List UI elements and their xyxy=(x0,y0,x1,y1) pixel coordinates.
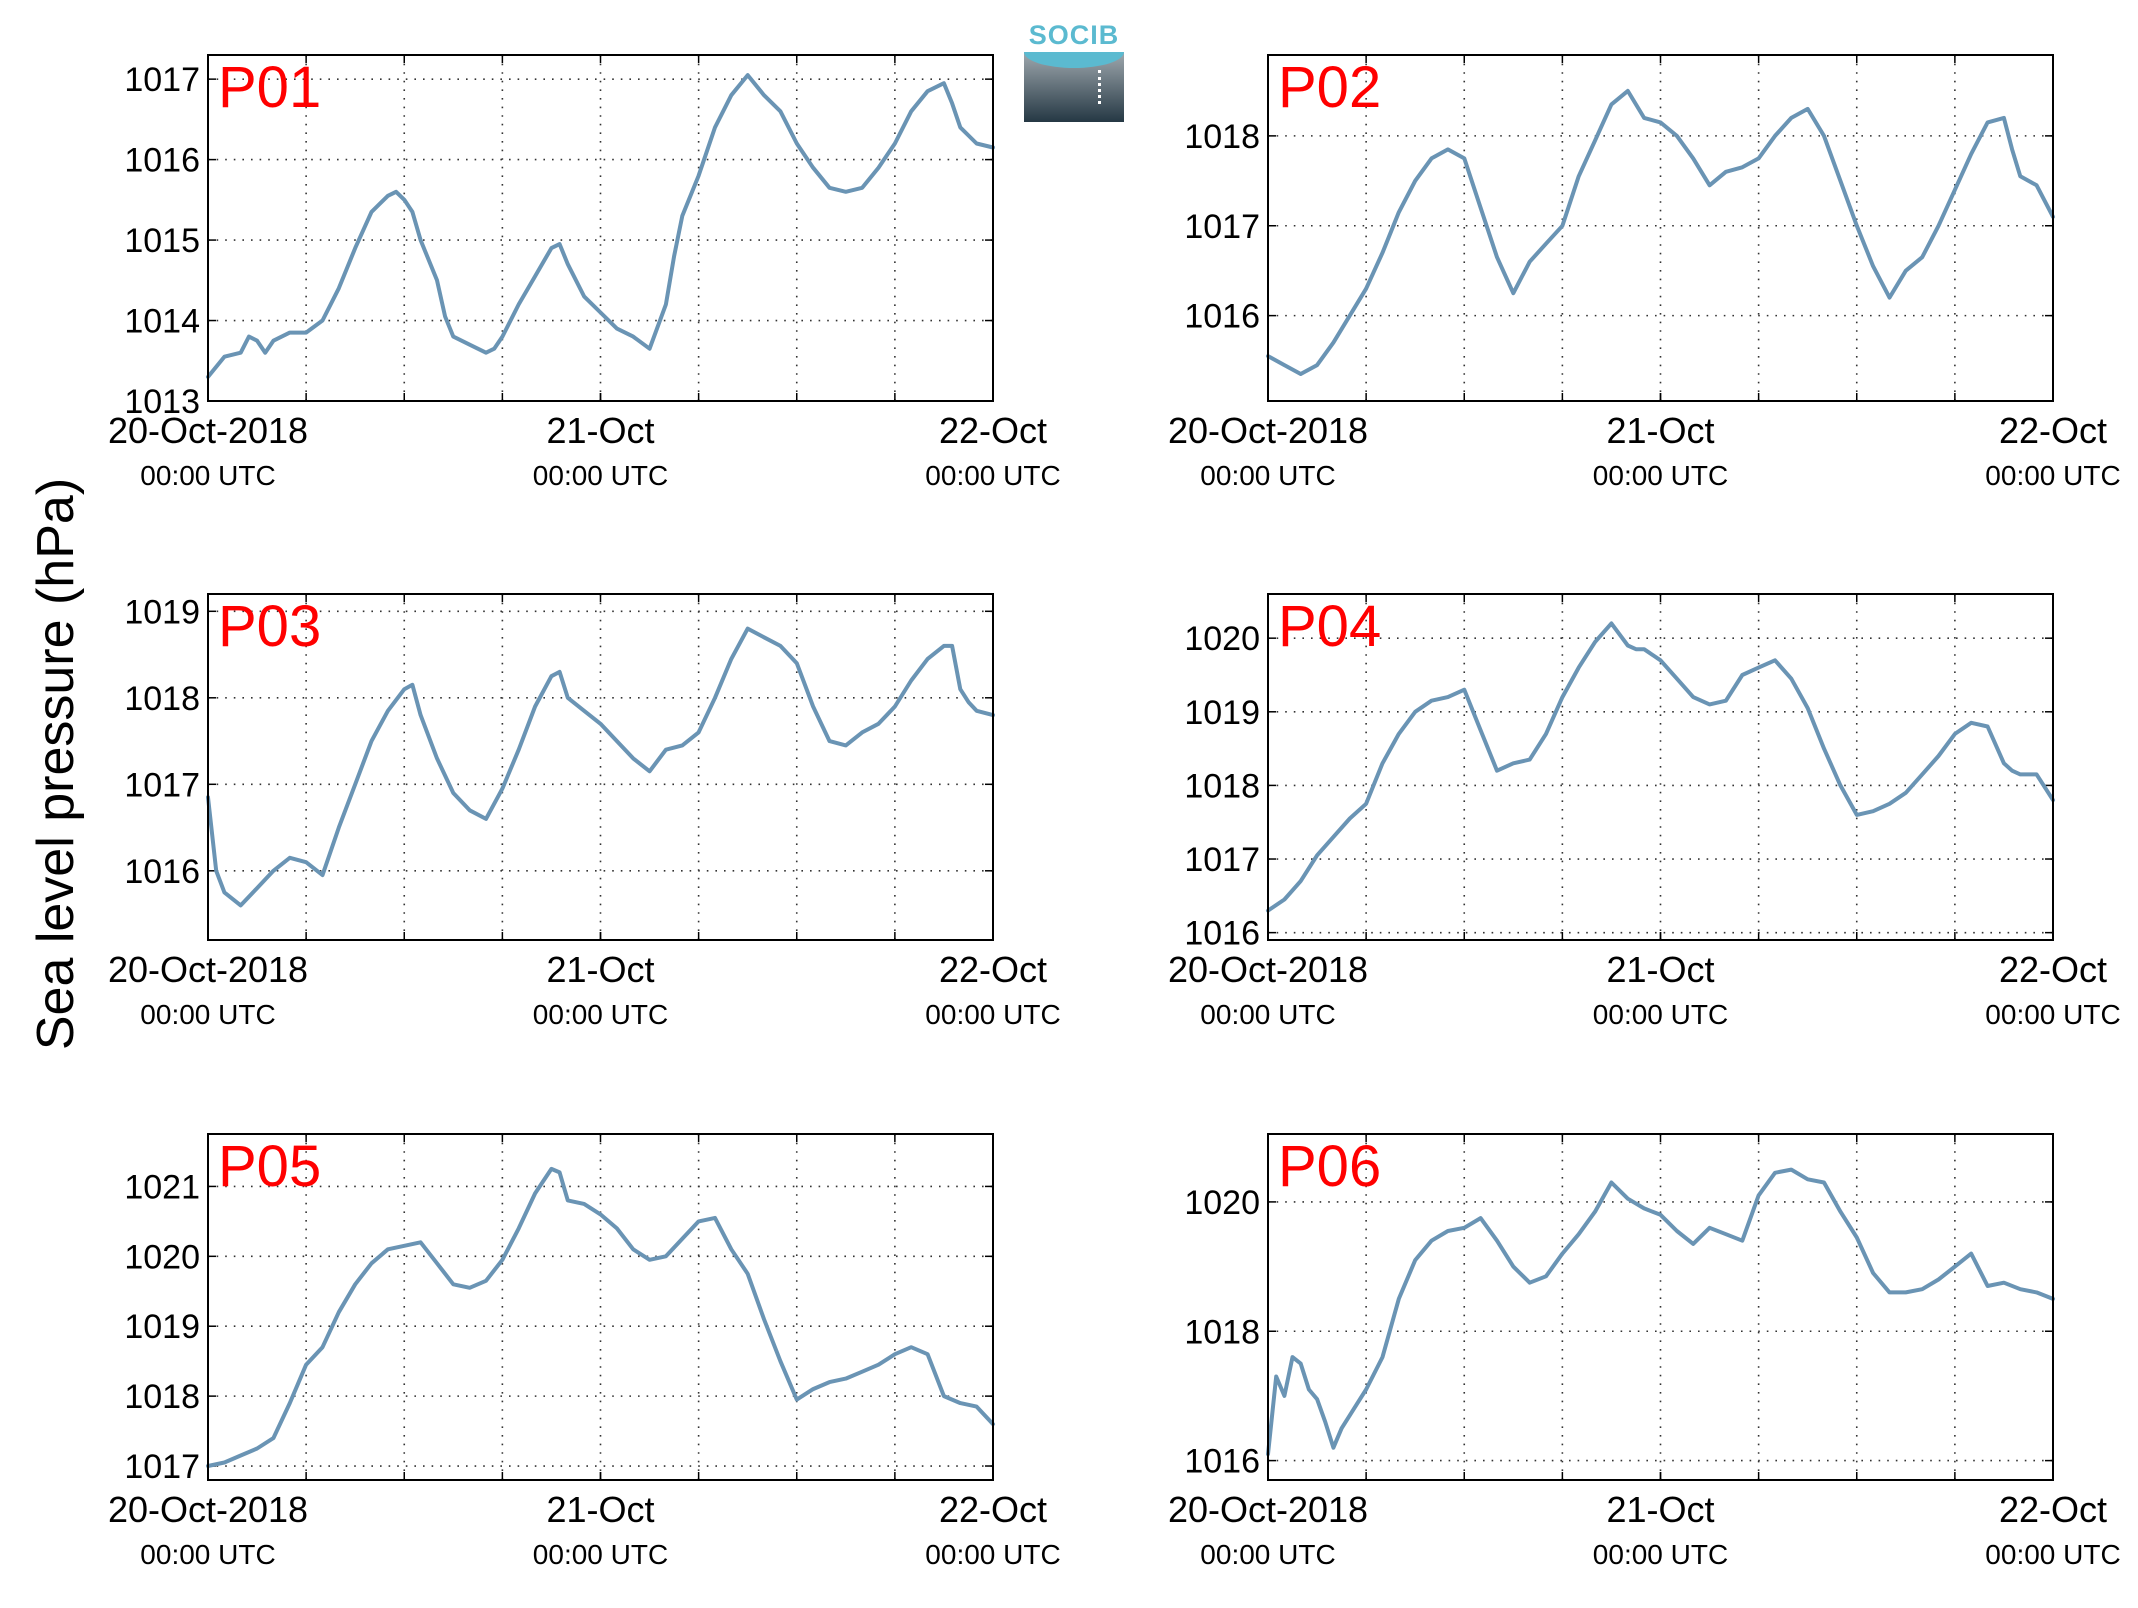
panel-label: P02 xyxy=(1278,55,1381,120)
panel-label: P01 xyxy=(218,55,321,120)
y-tick-label: 1014 xyxy=(124,303,200,341)
series-line xyxy=(1266,621,2055,913)
y-tick-label: 1020 xyxy=(1184,620,1260,658)
x-tick-label-time: 00:00 UTC xyxy=(1985,460,2120,491)
socib-logo: SOCIB xyxy=(1024,18,1124,122)
x-tick-label-date: 21-Oct xyxy=(1606,410,1714,451)
x-tick-label-time: 00:00 UTC xyxy=(1985,1539,2120,1570)
panel-p03: 1016 1017 1018 1019 20-Oct-2018 00:00 UTC 21-O… xyxy=(108,593,1061,1030)
x-tick-label-date: 20-Oct-2018 xyxy=(108,949,308,990)
x-tick-label-time: 00:00 UTC xyxy=(140,999,275,1030)
logo-mast xyxy=(1098,70,1101,104)
panel-p05: 1017 1018 1019 1020 1021 20-Oct-2018 00:00 UTC… xyxy=(108,1133,1061,1570)
x-tick-label-date: 21-Oct xyxy=(546,949,654,990)
logo-wave xyxy=(1024,52,1124,68)
panel-label: P04 xyxy=(1278,594,1381,659)
x-tick-label-date: 22-Oct xyxy=(939,1489,1047,1530)
y-tick-label: 1016 xyxy=(124,853,200,891)
x-tick-label-time: 00:00 UTC xyxy=(925,460,1060,491)
x-tick-label-time: 00:00 UTC xyxy=(140,1539,275,1570)
y-tick-label: 1018 xyxy=(1184,1313,1260,1351)
x-tick-label-time: 00:00 UTC xyxy=(925,1539,1060,1570)
y-tick-label: 1015 xyxy=(124,222,200,260)
x-tick-label-time: 00:00 UTC xyxy=(925,999,1060,1030)
y-tick-label: 1019 xyxy=(124,1308,200,1346)
x-tick-label-date: 22-Oct xyxy=(939,949,1047,990)
x-tick-label-time: 00:00 UTC xyxy=(1200,1539,1335,1570)
series-line xyxy=(206,626,995,908)
x-tick-label-date: 21-Oct xyxy=(546,410,654,451)
x-tick-label-date: 21-Oct xyxy=(1606,1489,1714,1530)
panel-p06: 1016 1018 1020 20-Oct-2018 00:00 UTC 21-Oct 00… xyxy=(1168,1133,2121,1570)
y-tick-label: 1017 xyxy=(1184,841,1260,879)
y-tick-label: 1016 xyxy=(1184,298,1260,336)
y-tick-label: 1021 xyxy=(124,1168,200,1206)
y-tick-label: 1020 xyxy=(124,1238,200,1276)
y-tick-label: 1016 xyxy=(124,142,200,180)
series-line xyxy=(1266,1167,2055,1457)
x-tick-label-time: 00:00 UTC xyxy=(533,460,668,491)
x-tick-label-date: 22-Oct xyxy=(1999,410,2107,451)
panel-p04: 1016 1017 1018 1019 1020 20-Oct-2018 00:00 UTC… xyxy=(1168,593,2121,1030)
panel-label: P05 xyxy=(218,1134,321,1199)
y-tick-label: 1019 xyxy=(124,593,200,631)
y-tick-label: 1018 xyxy=(1184,118,1260,156)
x-tick-label-date: 22-Oct xyxy=(939,410,1047,451)
panel-label: P03 xyxy=(218,594,321,659)
y-axis-label: Sea level pressure (hPa) xyxy=(27,477,85,1051)
x-tick-label-date: 20-Oct-2018 xyxy=(1168,1489,1368,1530)
y-tick-label: 1018 xyxy=(124,680,200,718)
series-line xyxy=(1266,88,2055,376)
x-tick-label-time: 00:00 UTC xyxy=(1593,1539,1728,1570)
y-tick-label: 1018 xyxy=(1184,767,1260,805)
x-tick-label-time: 00:00 UTC xyxy=(533,999,668,1030)
x-tick-label-time: 00:00 UTC xyxy=(1200,999,1335,1030)
x-tick-label-time: 00:00 UTC xyxy=(533,1539,668,1570)
x-tick-label-time: 00:00 UTC xyxy=(140,460,275,491)
x-tick-label-date: 21-Oct xyxy=(546,1489,654,1530)
y-tick-label: 1017 xyxy=(124,61,200,99)
x-tick-label-time: 00:00 UTC xyxy=(1593,460,1728,491)
panel-p02: 1016 1017 1018 20-Oct-2018 00:00 UTC 21-Oct 00… xyxy=(1168,54,2121,491)
x-tick-label-date: 20-Oct-2018 xyxy=(108,410,308,451)
logo-text: SOCIB xyxy=(1028,20,1120,50)
series-line xyxy=(206,1166,995,1468)
y-tick-label: 1016 xyxy=(1184,1443,1260,1481)
y-tick-label: 1018 xyxy=(124,1378,200,1416)
y-tick-label: 1020 xyxy=(1184,1184,1260,1222)
y-tick-label: 1017 xyxy=(124,766,200,804)
y-tick-label: 1019 xyxy=(1184,694,1260,732)
panel-label: P06 xyxy=(1278,1134,1381,1199)
y-tick-label: 1013 xyxy=(124,383,200,421)
x-tick-label-date: 22-Oct xyxy=(1999,949,2107,990)
y-tick-label: 1017 xyxy=(1184,208,1260,246)
logo-graphic xyxy=(1024,52,1124,122)
x-tick-label-date: 20-Oct-2018 xyxy=(1168,949,1368,990)
series-line xyxy=(206,73,995,379)
x-tick-label-date: 22-Oct xyxy=(1999,1489,2107,1530)
y-tick-label: 1017 xyxy=(124,1448,200,1486)
x-tick-label-time: 00:00 UTC xyxy=(1985,999,2120,1030)
panel-p01: 1013 1014 1015 1016 1017 20-Oct-2018 00:00 UTC… xyxy=(108,54,1061,491)
x-tick-label-date: 21-Oct xyxy=(1606,949,1714,990)
y-tick-label: 1016 xyxy=(1184,915,1260,953)
x-tick-label-time: 00:00 UTC xyxy=(1593,999,1728,1030)
x-tick-label-time: 00:00 UTC xyxy=(1200,460,1335,491)
x-tick-label-date: 20-Oct-2018 xyxy=(108,1489,308,1530)
x-tick-label-date: 20-Oct-2018 xyxy=(1168,410,1368,451)
